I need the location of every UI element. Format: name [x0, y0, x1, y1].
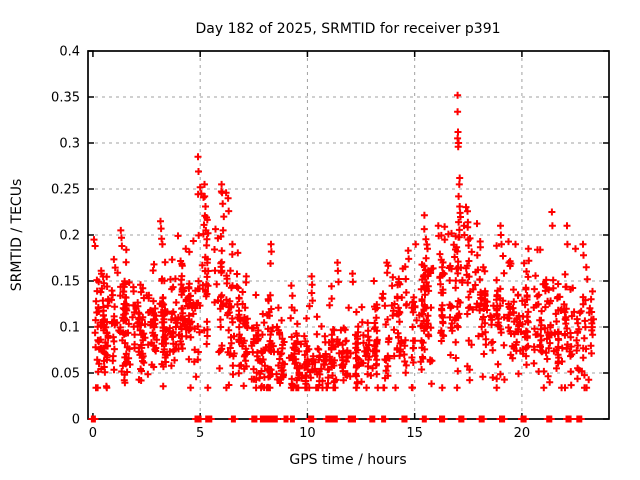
x-tick-label: 10	[299, 426, 316, 441]
x-tick-label: 15	[406, 426, 423, 441]
y-tick-label: 0.35	[51, 91, 80, 106]
y-tick-label: 0.05	[51, 367, 80, 382]
y-tick-label: 0.15	[51, 275, 80, 290]
y-tick-label: 0.3	[59, 137, 80, 152]
chart-title: Day 182 of 2025, SRMTID for receiver p39…	[195, 21, 501, 37]
x-tick-label: 5	[196, 426, 204, 441]
scatter-points	[91, 188, 597, 392]
outlier-points	[90, 91, 591, 300]
x-axis-title: GPS time / hours	[289, 452, 407, 468]
x-tick-label: 20	[514, 426, 531, 441]
y-tick-label: 0	[72, 413, 80, 428]
y-tick-label: 0.25	[51, 183, 80, 198]
x-tick-label: 0	[89, 426, 97, 441]
y-tick-label: 0.4	[59, 45, 80, 60]
zero-line-points	[88, 415, 585, 423]
y-tick-label: 0.1	[59, 321, 80, 336]
y-tick-label: 0.2	[59, 229, 80, 244]
